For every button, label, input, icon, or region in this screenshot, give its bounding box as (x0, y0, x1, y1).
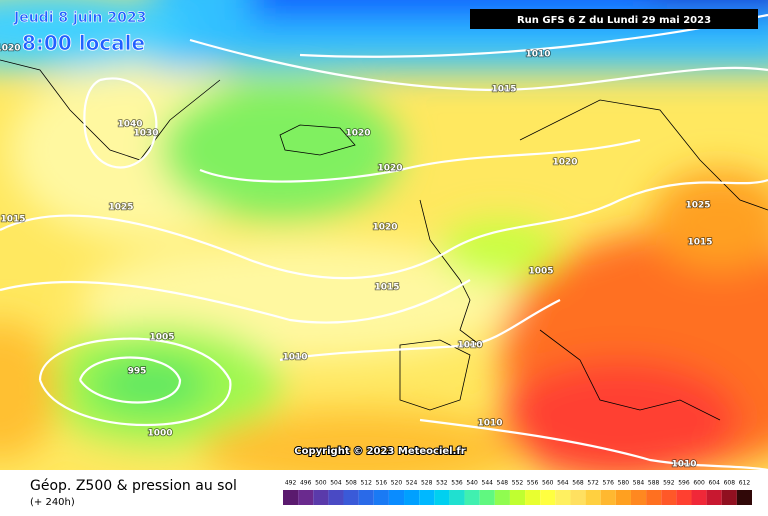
colorbar-cell (585, 490, 601, 505)
colorbar-cell (449, 490, 465, 505)
isobar-label: 1015 (491, 85, 516, 95)
colorbar-label: 580 (618, 480, 630, 487)
isobar-label: 1010 (282, 353, 307, 363)
colorbar-cell (464, 490, 480, 505)
isobar-label: 1010 (457, 341, 482, 351)
isobar-label: 1020 (372, 223, 397, 233)
isobar-label: 1020 (345, 129, 370, 139)
isobar-label: 1010 (671, 460, 696, 470)
legend-title: Géop. Z500 & pression au sol (30, 478, 237, 494)
forecast-time: 8:00 locale (22, 31, 145, 55)
isobar-label: 1020 (377, 164, 402, 174)
colorbar-cell (661, 490, 677, 505)
isobar-label: 1040 (117, 120, 142, 130)
legend-subtitle: (+ 240h) (30, 497, 75, 508)
colorbar-cell (646, 490, 662, 505)
colorbar-label: 536 (451, 480, 463, 487)
colorbar-label: 584 (633, 480, 645, 487)
isobar-label: 1005 (149, 333, 174, 343)
isobar-label: 1005 (528, 267, 553, 277)
colorbar-cell (525, 490, 541, 505)
colorbar-label: 504 (330, 480, 342, 487)
colorbar-label: 572 (587, 480, 599, 487)
colorbar-label: 568 (572, 480, 584, 487)
colorbar-cell (706, 490, 722, 505)
colorbar-cell (540, 490, 556, 505)
colorbar-cell (358, 490, 374, 505)
colorbar-label: 612 (739, 480, 751, 487)
colorbar-cell (630, 490, 647, 505)
colorbar-label: 592 (663, 480, 675, 487)
isobars (0, 13, 768, 472)
colorbar-label: 532 (436, 480, 448, 487)
colorbar-label: 556 (527, 480, 539, 487)
colorbar-label: 500 (315, 480, 327, 487)
colorbar-cell (691, 490, 707, 505)
colorbar-cell (600, 490, 616, 505)
colorbar-cell (328, 490, 344, 505)
colorbar-label: 564 (557, 480, 569, 487)
isobar-label: 1015 (687, 238, 712, 248)
colorbar-cell (404, 490, 420, 505)
isobar-label: 1020 (0, 44, 21, 54)
colorbar-label: 596 (678, 480, 690, 487)
coastlines (0, 59, 768, 421)
colorbar-label: 496 (300, 480, 312, 487)
colorbar-label: 524 (406, 480, 418, 487)
colorbar-cell (494, 490, 510, 505)
isobar-label: 1030 (133, 129, 158, 139)
isobar-label: 1010 (477, 419, 502, 429)
colorbar-cell (298, 490, 314, 505)
colorbar-label: 608 (724, 480, 736, 487)
copyright: Copyright © 2023 Meteociel.fr (294, 446, 465, 457)
colorbar-label: 520 (391, 480, 403, 487)
run-box (470, 9, 758, 29)
forecast-date: Jeudi 8 juin 2023 (13, 10, 146, 26)
colorbar-cell (479, 490, 495, 505)
colorbar-cell (615, 490, 631, 505)
isobar-label: 1015 (0, 215, 25, 225)
colorbar-cell (570, 490, 586, 505)
isobar-label: 995 (128, 367, 147, 377)
colorbar-cell (313, 490, 329, 505)
colorbar-label: 588 (648, 480, 660, 487)
colorbar-label: 540 (466, 480, 478, 487)
colorbar-label: 508 (345, 480, 357, 487)
colorbar-label: 492 (285, 480, 297, 487)
colorbar-cell (343, 490, 359, 505)
colorbar-cell (736, 490, 752, 505)
colorbar-label: 548 (497, 480, 509, 487)
colorbar-label: 600 (693, 480, 705, 487)
colorbar-label: 560 (542, 480, 554, 487)
isobar-label: 1010 (525, 50, 550, 60)
colorbar-cell (373, 490, 389, 505)
isobar-label: 1020 (552, 158, 577, 168)
colorbar-cell (283, 490, 299, 505)
run-label: Run GFS 6 Z du Lundi 29 mai 2023 (517, 15, 711, 26)
colorbar-cell (388, 490, 405, 505)
colorbar-label: 576 (603, 480, 615, 487)
colorbar-label: 528 (421, 480, 433, 487)
colorbar-label: 604 (708, 480, 720, 487)
colorbar: 492 496 500 504 508 512 516 520 524 528 532 536 540 5… (283, 480, 752, 505)
isobar-label: 1015 (374, 283, 399, 293)
colorbar-cell (676, 490, 692, 505)
colorbar-label: 516 (376, 480, 388, 487)
colorbar-label: 544 (482, 480, 494, 487)
colorbar-cell (419, 490, 435, 505)
colorbar-cell (509, 490, 526, 505)
isobar-label: 1025 (685, 201, 710, 211)
isobar-label: 1025 (108, 203, 133, 213)
colorbar-cell (434, 490, 450, 505)
isobar-label: 1000 (147, 429, 172, 439)
colorbar-label: 552 (512, 480, 524, 487)
colorbar-cell (721, 490, 737, 505)
colorbar-cell (555, 490, 571, 505)
colorbar-label: 512 (360, 480, 372, 487)
